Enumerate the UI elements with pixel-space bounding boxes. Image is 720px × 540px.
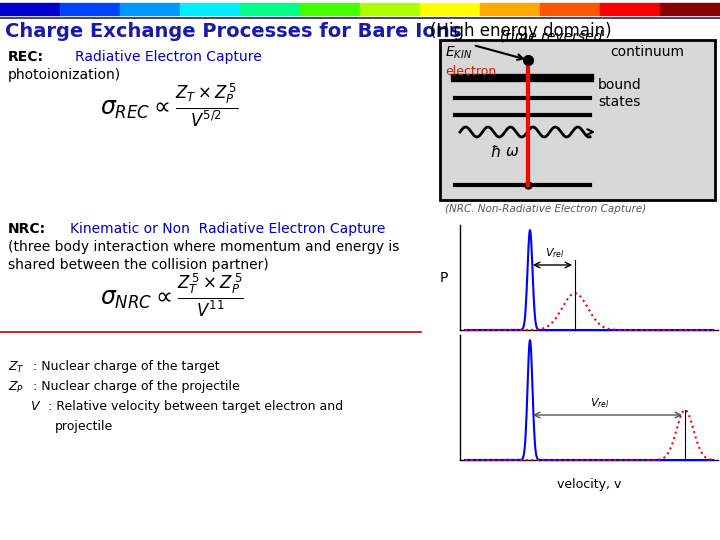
Bar	[300, 3, 360, 15]
Bar	[120, 3, 180, 15]
Text: electron: electron	[445, 65, 496, 78]
Text: photoionization): photoionization)	[8, 68, 121, 82]
Text: $\sigma_{REC} \propto \frac{Z_T \times Z_P^{\,5}}{V^{5/2}}$: $\sigma_{REC} \propto \frac{Z_T \times Z…	[100, 81, 239, 129]
Bar	[60, 3, 120, 15]
Text: Charge Exchange Processes for Bare Ions: Charge Exchange Processes for Bare Ions	[5, 22, 462, 41]
Text: (High energy domain): (High energy domain)	[430, 22, 611, 40]
Text: $V$: $V$	[30, 400, 41, 413]
Text: : Nuclear charge of the projectile: : Nuclear charge of the projectile	[33, 380, 240, 393]
Text: $V_{rel}$: $V_{rel}$	[545, 246, 564, 260]
Text: : Nuclear charge of the target: : Nuclear charge of the target	[33, 360, 220, 373]
Text: (three body interaction where momentum and energy is: (three body interaction where momentum a…	[8, 240, 400, 254]
Text: NRC:: NRC:	[8, 222, 46, 236]
Text: REC:: REC:	[8, 50, 44, 64]
Text: bound: bound	[598, 78, 642, 92]
Text: velocity, v: velocity, v	[557, 478, 621, 491]
Text: $\hbar$: $\hbar$	[490, 144, 501, 160]
Bar	[600, 3, 660, 15]
Text: projectile: projectile	[55, 420, 113, 433]
Text: $\omega$: $\omega$	[505, 144, 519, 159]
Bar	[420, 3, 480, 15]
Bar	[660, 3, 720, 15]
Bar	[240, 3, 300, 15]
Text: $V_{rel}$: $V_{rel}$	[590, 396, 610, 410]
Text: (time reversed: (time reversed	[500, 30, 603, 44]
Text: (NRC. Non-Radiative Electron Capture): (NRC. Non-Radiative Electron Capture)	[445, 204, 647, 214]
Text: Radiative Electron Capture: Radiative Electron Capture	[75, 50, 262, 64]
Text: $E_{KIN}$: $E_{KIN}$	[445, 45, 472, 62]
Bar	[480, 3, 540, 15]
Text: states: states	[598, 95, 640, 109]
Text: Kinematic or Non  Radiative Electron Capture: Kinematic or Non Radiative Electron Capt…	[70, 222, 385, 236]
Bar	[540, 3, 600, 15]
Text: : Relative velocity between target electron and: : Relative velocity between target elect…	[48, 400, 343, 413]
Text: $Z_T$: $Z_T$	[8, 360, 24, 375]
Text: continuum: continuum	[610, 45, 684, 59]
Bar	[360, 3, 420, 15]
Text: shared between the collision partner): shared between the collision partner)	[8, 258, 269, 272]
Text: P: P	[440, 271, 449, 285]
Text: $\sigma_{NRC} \propto \frac{Z_T^{\,5} \times Z_P^{\,5}}{V^{11}}$: $\sigma_{NRC} \propto \frac{Z_T^{\,5} \t…	[100, 271, 244, 319]
Bar	[0, 3, 60, 15]
Text: $Z_P$: $Z_P$	[8, 380, 24, 395]
Bar	[180, 3, 240, 15]
Bar	[440, 40, 715, 200]
